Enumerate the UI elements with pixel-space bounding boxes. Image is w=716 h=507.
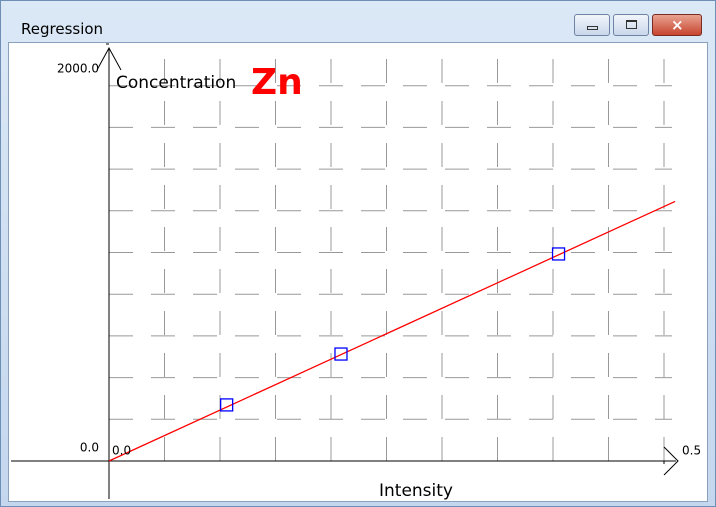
minimize-button[interactable] [574, 14, 610, 36]
close-button[interactable]: × [652, 14, 702, 36]
data-point [334, 347, 348, 361]
chart: Concentration Zn Intensity 0.0 0.5 0.0 2000.0 [8, 42, 708, 502]
fit-line [108, 200, 676, 462]
window-title: Regression [21, 20, 104, 38]
y-tick-label: 0.0 [80, 441, 99, 455]
data-point [220, 398, 234, 412]
x-tick-label: 0.5 [682, 444, 701, 458]
chart-title: Zn [251, 62, 303, 103]
x-axis-arrow [663, 446, 679, 476]
y-tick-label: 2000.0 [57, 62, 99, 76]
y-axis-label: Concentration [116, 73, 236, 93]
maximize-button[interactable] [613, 14, 649, 36]
data-point [551, 247, 566, 261]
x-axis-label: Intensity [379, 481, 453, 501]
x-tick-label: 0.0 [112, 444, 131, 458]
title-bar: Regression × [1, 1, 715, 41]
y-axis-arrow [96, 46, 122, 71]
